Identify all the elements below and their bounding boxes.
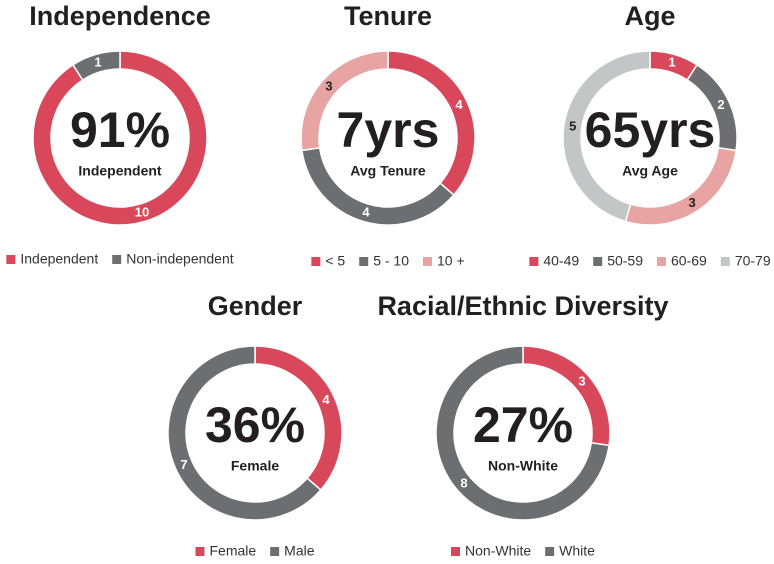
chart-title: Age: [624, 1, 675, 31]
legend-label: 50-59: [607, 253, 643, 269]
legend-swatch: [6, 255, 16, 264]
donut-segment: [32, 50, 208, 226]
donut-segment: [624, 146, 737, 226]
donut-segment: [300, 50, 389, 152]
legend-label: 5 - 10: [373, 253, 409, 269]
center-label: Non-White: [488, 458, 558, 474]
legend-label: Female: [209, 543, 256, 559]
center-value: 36%: [205, 397, 305, 453]
segment-label: 7: [180, 457, 187, 472]
legend-label: 70-79: [735, 253, 771, 269]
donut-chart: Independence10191%IndependentIndependent…: [6, 1, 234, 267]
center-label: Avg Age: [622, 163, 678, 179]
legend: Independent Non-independent: [6, 251, 234, 267]
donut-chart: Tenure 4 4 3 7yrs Avg Tenure < 5 5 - 10 10 +: [300, 1, 476, 269]
segment-label: 3: [689, 195, 696, 210]
legend-swatch: [545, 547, 555, 556]
donut-segment: [562, 50, 651, 223]
center-label: Independent: [78, 163, 162, 179]
legend-label: White: [559, 543, 595, 559]
legend-label: Non-independent: [126, 251, 234, 267]
legend: < 5 5 - 10 10 +: [311, 253, 465, 269]
chart-title: Independence: [29, 1, 211, 31]
legend-swatch: [423, 257, 433, 266]
legend-label: 40-49: [543, 253, 579, 269]
segment-label: 4: [362, 204, 370, 219]
center-label: Avg Tenure: [350, 163, 426, 179]
donut-segment: [435, 345, 610, 521]
center-value: 27%: [473, 397, 573, 453]
legend-swatch: [451, 547, 461, 556]
legend-swatch: [359, 257, 369, 266]
legend-swatch: [195, 547, 205, 556]
legend-swatch: [593, 257, 603, 266]
legend-label: Independent: [20, 251, 98, 267]
segment-label: 1: [668, 55, 675, 70]
segment-label: 3: [578, 373, 585, 388]
center-value: 65yrs: [585, 102, 716, 158]
legend-swatch: [720, 257, 730, 266]
donut-chart: Gender 4 7 36% Female Female Male: [167, 291, 343, 559]
legend-label: 60-69: [671, 253, 707, 269]
donut-segment: [71, 50, 121, 81]
legend: Non-White White: [451, 543, 595, 559]
segment-label: 8: [460, 476, 467, 491]
donut-segment: [301, 146, 455, 226]
legend-swatch: [270, 547, 280, 556]
legend-swatch: [311, 257, 321, 266]
legend-swatch: [529, 257, 539, 266]
legend-label: Male: [284, 543, 315, 559]
donut-chart: Age 1 2 3 5 65yrs Avg Age 40-49 50-59 60-69 70-79: [529, 1, 771, 269]
segment-label: 10: [135, 204, 149, 219]
segment-label: 3: [325, 78, 332, 93]
legend-label: 10 +: [437, 253, 465, 269]
donut-chart: Racial/Ethnic Diversity3827%Non-WhiteNon…: [377, 291, 668, 559]
center-value: 91%: [70, 102, 170, 158]
legend-label: Non-White: [465, 543, 531, 559]
segment-label: 4: [455, 97, 463, 112]
legend: 40-49 50-59 60-69 70-79: [529, 253, 771, 269]
center-value: 7yrs: [337, 102, 440, 158]
legend-swatch: [112, 255, 122, 264]
legend-label: < 5: [325, 253, 345, 269]
segment-label: 2: [717, 97, 724, 112]
chart-title: Racial/Ethnic Diversity: [377, 291, 668, 321]
chart-title: Tenure: [344, 1, 432, 31]
legend-swatch: [657, 257, 666, 266]
segment-label: 4: [322, 392, 330, 407]
center-label: Female: [231, 458, 279, 474]
donut-segment: [167, 345, 322, 521]
legend: Female Male: [195, 543, 315, 559]
segment-label: 5: [569, 118, 576, 133]
chart-title: Gender: [208, 291, 303, 321]
segment-label: 1: [94, 55, 101, 70]
